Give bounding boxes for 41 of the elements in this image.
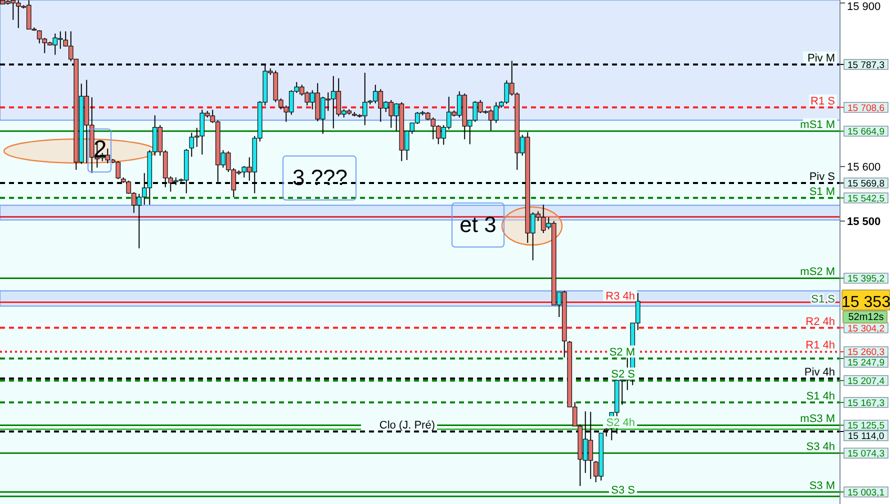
y-tick-label: 15 247,9 xyxy=(848,358,884,369)
ref-line-label: Piv S xyxy=(809,171,835,184)
ref-line-label: S3 4h xyxy=(806,441,835,454)
text: 15 353 xyxy=(842,294,890,311)
ref-line-label: R1 4h xyxy=(806,340,835,352)
ref-line-label: mS3 M xyxy=(800,413,835,426)
y-tick-label: 15 708,6 xyxy=(848,102,884,114)
ref-line-label: S1 4h xyxy=(806,390,835,402)
y-tick-label: 15 260,3 xyxy=(848,347,884,358)
ref-line-label: S1 M xyxy=(809,186,835,198)
y-tick-label: 15 395,2 xyxy=(848,274,884,285)
annotation: et 3 xyxy=(460,212,496,237)
candlestick xyxy=(116,160,121,180)
ref-line-label: Piv 4h xyxy=(804,366,835,379)
y-tick-label: 15 003,1 xyxy=(848,487,884,498)
y-tick-label: 15 167,3 xyxy=(848,398,884,409)
text: 52m12s xyxy=(848,312,884,323)
y-tick-label: 15 569,8 xyxy=(848,178,884,190)
ref-line-label: Clo (J. Pré) xyxy=(379,419,435,432)
y-tick-label: 15 900 xyxy=(847,1,881,13)
y-tick-label: 15 787,3 xyxy=(848,60,884,71)
ref-line-label: Piv M xyxy=(808,52,835,64)
ref-line-label: S2 M xyxy=(609,346,635,358)
y-tick-label: 15 600 xyxy=(847,162,881,174)
ref-line-label: S3 M xyxy=(809,480,835,492)
ref-line-label: mS1 M xyxy=(800,119,835,132)
ref-line-label: S2 4h xyxy=(606,417,635,430)
ref-line-label: mS2 M xyxy=(800,266,835,278)
y-tick-label: 15 500 xyxy=(847,216,881,228)
y-tick-label: 15 304,2 xyxy=(848,323,884,334)
ref-line-label: S2 S xyxy=(611,368,635,381)
ref-line-label: R1 S xyxy=(810,95,835,108)
ref-line-label: R3 4h xyxy=(606,290,635,302)
y-tick-label: 15 542,5 xyxy=(848,193,884,204)
ref-line-label: R2 4h xyxy=(806,316,835,328)
ref-line-label: S3 S xyxy=(611,484,635,496)
y-tick-label: 15 074,3 xyxy=(848,448,884,460)
y-tick-label: 15 114,0 xyxy=(848,431,884,442)
y-tick-label: 15 125,5 xyxy=(848,420,884,432)
y-tick-label: 15 664,9 xyxy=(848,126,884,138)
y-tick-label: 15 207,4 xyxy=(848,376,884,388)
